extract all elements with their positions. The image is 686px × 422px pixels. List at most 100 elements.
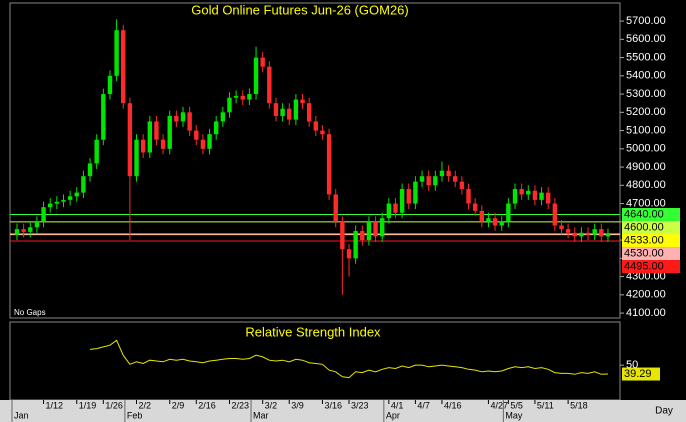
candle-body — [67, 196, 73, 200]
month-label: Jan — [14, 410, 29, 420]
candle-body — [14, 229, 20, 235]
x-tick-label: 2/16 — [198, 400, 216, 410]
month-label: May — [505, 410, 523, 420]
candle-body — [426, 176, 431, 186]
candle-body — [114, 30, 119, 76]
gap-note: No Gaps — [14, 308, 46, 317]
candle-body — [306, 103, 312, 122]
candle-body — [207, 134, 212, 149]
candle-body — [446, 170, 451, 177]
y-tick-label: 4100.00 — [626, 307, 666, 319]
candle-body — [101, 94, 106, 140]
candle-body — [466, 188, 471, 204]
y-tick-label: 5700.00 — [626, 15, 666, 27]
candle-body — [220, 112, 226, 122]
x-tick-label: 4/16 — [444, 400, 462, 410]
chart-title: Gold Online Futures Jun-26 (GOM26) — [191, 2, 408, 17]
x-tick-label: 5/18 — [570, 400, 588, 410]
candle-body — [160, 139, 166, 149]
candle-body — [41, 207, 46, 222]
candle-body — [200, 139, 206, 149]
x-tick-label: 3/16 — [324, 400, 342, 410]
rsi-line — [89, 339, 609, 379]
rsi-value-label: 39.29 — [624, 368, 652, 380]
candle-body — [54, 201, 60, 204]
x-tick-label: 4/7 — [417, 400, 430, 410]
y-tick-label: 4900.00 — [626, 161, 666, 173]
candle-body — [320, 130, 325, 135]
x-tick-label: 3/2 — [265, 400, 278, 410]
candle-body — [61, 199, 66, 202]
y-tick-label: 4200.00 — [626, 289, 666, 301]
level-label-box — [622, 247, 680, 261]
x-tick-label: 1/26 — [105, 400, 123, 410]
y-tick-label: 4300.00 — [626, 270, 666, 282]
x-tick-label: 5/5 — [510, 400, 523, 410]
candle-body — [313, 121, 318, 131]
candle-body — [519, 188, 524, 195]
x-tick-label: 2/2 — [139, 400, 152, 410]
candle-body — [107, 75, 113, 95]
candle-body — [154, 121, 159, 140]
candle-body — [472, 203, 478, 211]
x-tick-label: 1/19 — [79, 400, 97, 410]
candle-body — [539, 192, 544, 200]
month-label: Feb — [127, 410, 143, 420]
candle-body — [585, 232, 591, 235]
candle-body — [326, 134, 332, 195]
y-tick-label: 5100.00 — [626, 124, 666, 136]
candle-body — [227, 97, 232, 113]
y-tick-label: 5400.00 — [626, 70, 666, 82]
candle-body — [28, 227, 33, 232]
x-tick-label: 4/1 — [391, 400, 404, 410]
level-label-box — [622, 234, 680, 248]
candle-body — [247, 94, 252, 100]
candle-body — [526, 190, 531, 195]
candle-body — [386, 203, 392, 219]
x-axis-label: Day — [655, 406, 673, 417]
y-tick-label: 5500.00 — [626, 51, 666, 63]
candle-body — [599, 229, 604, 237]
candle-body — [366, 221, 372, 241]
x-tick-label: 1/12 — [46, 400, 64, 410]
candle-body — [546, 192, 551, 204]
x-tick-label: 3/23 — [351, 400, 369, 410]
candle-body — [552, 203, 558, 226]
candle-body — [532, 190, 538, 200]
candle-body — [453, 176, 458, 182]
candle-body — [287, 108, 292, 120]
candle-body — [194, 130, 199, 140]
candle-body — [380, 218, 385, 237]
candle-body — [253, 57, 259, 95]
candle-body — [512, 188, 518, 204]
candle-body — [486, 218, 491, 222]
y-tick-label: 5200.00 — [626, 106, 666, 118]
candle-body — [34, 221, 40, 228]
candle-body — [147, 121, 152, 153]
x-tick-label: 2/23 — [231, 400, 249, 410]
candle-body — [180, 112, 186, 122]
rsi-value-box — [622, 367, 660, 381]
candle-body — [260, 57, 265, 67]
candle-body — [273, 103, 279, 116]
level-label-box — [622, 208, 680, 222]
candle-body — [479, 210, 484, 222]
candle-body — [353, 230, 358, 259]
candle-body — [433, 176, 438, 186]
candle-body — [300, 99, 305, 104]
candle-body — [127, 103, 133, 177]
candle-body — [360, 230, 365, 241]
candle-body — [492, 218, 498, 226]
candle-body — [174, 115, 179, 122]
candle-body — [565, 229, 571, 233]
candle-body — [94, 139, 99, 164]
candle-body — [506, 203, 511, 222]
candle-body — [74, 192, 79, 197]
month-label: Apr — [386, 410, 400, 420]
candle-body — [439, 170, 445, 177]
candle-body — [187, 112, 192, 131]
candle-body — [81, 176, 86, 193]
y-tick-label: 4800.00 — [626, 179, 666, 191]
level-label: 4530.00 — [624, 247, 664, 259]
